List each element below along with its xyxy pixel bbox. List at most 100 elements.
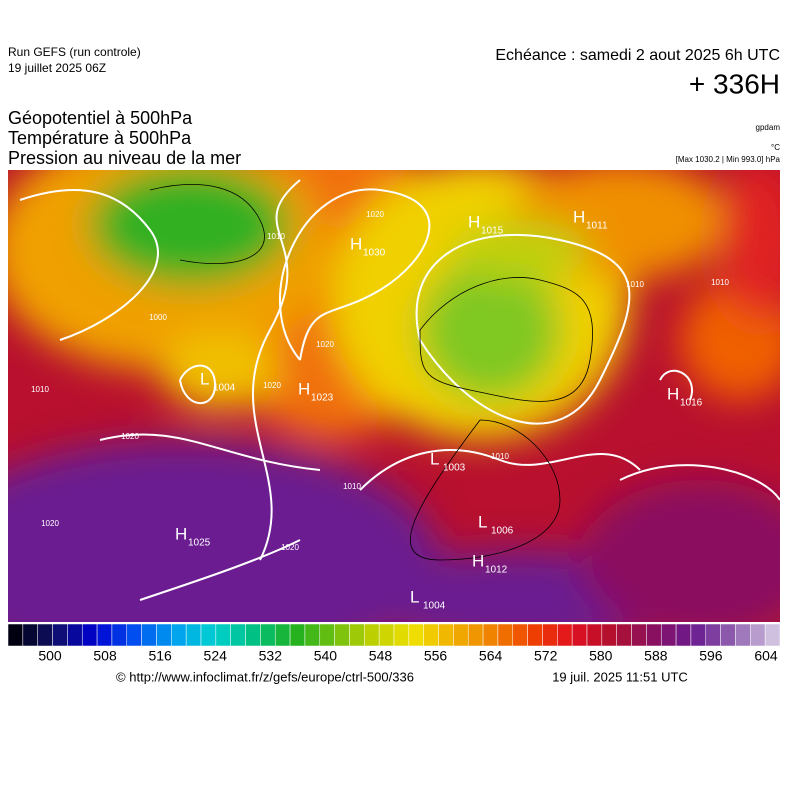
colorbar-swatch (764, 623, 781, 647)
unit: °C (771, 143, 780, 152)
colorbar-tick-label: 580 (589, 648, 613, 664)
colorbar-swatch (571, 623, 588, 647)
colorbar-swatch (423, 623, 439, 647)
isobar-label: 1010 (267, 232, 285, 241)
center-pressure: 1023 (311, 393, 334, 404)
isobar-label: 1010 (343, 482, 361, 491)
colorbar-tick-label: 604 (754, 648, 778, 664)
colorbar-tick-label: 540 (314, 648, 338, 664)
colorbar-swatch (141, 623, 157, 647)
lead-time: + 336H (689, 68, 780, 99)
colorbar-tick-label: 564 (479, 648, 503, 664)
colorbar-tick-label: 532 (259, 648, 283, 664)
colorbar-tick-label: 516 (148, 648, 172, 664)
center-letter: H (468, 212, 480, 231)
isobar-label: 1000 (149, 313, 167, 322)
colorbar-swatch (111, 623, 128, 647)
isobar-label: 1020 (316, 340, 334, 349)
colorbar-swatch (660, 623, 677, 647)
colorbar-swatch (482, 623, 499, 647)
colorbar-swatch (512, 623, 528, 647)
colorbar-swatch (274, 623, 291, 647)
colorbar-swatch (675, 623, 692, 647)
run-date: 19 juillet 2025 06Z (8, 61, 106, 75)
colorbar-tick-label: 588 (644, 648, 668, 664)
center-pressure: 1004 (213, 383, 236, 394)
isobar-label: 1020 (41, 519, 59, 528)
colorbar-swatch (245, 623, 261, 647)
colorbar-swatch (81, 623, 98, 647)
center-letter: H (472, 551, 484, 570)
colorbar-tick-label: 556 (424, 648, 448, 664)
colorbar-swatch (453, 623, 469, 647)
colorbar-swatch (364, 623, 380, 647)
colorbar-swatch (289, 623, 306, 647)
colorbar-swatch (52, 623, 68, 647)
colorbar-swatch (750, 623, 766, 647)
center-letter: H (350, 234, 362, 253)
center-letter: H (573, 207, 585, 226)
isobar-label: 1020 (366, 210, 384, 219)
title: Pression au niveau de la mer (8, 148, 241, 168)
colorbar-swatch (557, 623, 573, 647)
colorbar-tick-label: 572 (534, 648, 558, 664)
colorbar-swatch (690, 623, 707, 647)
center-pressure: 1025 (188, 538, 211, 549)
center-letter: L (200, 369, 209, 388)
map (8, 170, 780, 622)
colorbar-tick-label: 596 (699, 648, 723, 664)
colorbar-swatch (349, 623, 365, 647)
unit: gpdam (756, 123, 781, 132)
colorbar-swatch (705, 623, 721, 647)
colorbar-swatch (542, 623, 558, 647)
title: Température à 500hPa (8, 128, 192, 148)
center-pressure: 1003 (443, 463, 466, 474)
colorbar-swatch (200, 623, 217, 647)
center-letter: L (410, 587, 419, 606)
isobar-label: 1020 (281, 543, 299, 552)
colorbar-swatch (735, 623, 751, 647)
isobar-label: 1010 (711, 278, 729, 287)
colorbar-swatch (96, 623, 113, 647)
colorbar-swatch (408, 623, 424, 647)
colorbar-swatch (601, 623, 617, 647)
colorbar-swatch (230, 623, 246, 647)
colorbar-swatch (720, 623, 736, 647)
center-pressure: 1011 (586, 221, 608, 232)
colorbar-swatch (126, 623, 142, 647)
colorbar-swatch (497, 623, 514, 647)
colorbar-swatch (438, 623, 454, 647)
colorbar-swatch (67, 623, 83, 647)
isobar-label: 1010 (31, 385, 49, 394)
colorbar-swatch (319, 623, 335, 647)
source-url: © http://www.infoclimat.fr/z/gefs/europe… (116, 669, 414, 684)
center-pressure: 1030 (363, 248, 386, 259)
colorbar-swatch (631, 623, 647, 647)
colorbar-tick-label: 500 (38, 648, 62, 664)
run: Run GEFS (run controle) (8, 45, 141, 59)
colorbar-swatch (467, 623, 484, 647)
colorbar-swatch (334, 623, 350, 647)
colorbar-tick-label: 548 (369, 648, 393, 664)
valid-time: Echéance : samedi 2 aout 2025 6h UTC (495, 47, 780, 64)
colorbar-swatch (37, 623, 53, 647)
isobar-label: 1020 (121, 432, 139, 441)
center-letter: H (298, 379, 310, 398)
unit: [Max 1030.2 | Min 993.0] hPa (676, 155, 781, 164)
colorbar-swatch (171, 623, 187, 647)
center-letter: H (175, 524, 187, 543)
colorbar-swatch (304, 623, 321, 647)
colorbar-swatch (586, 623, 603, 647)
center-letter: L (478, 512, 487, 531)
isobar-label: 1010 (491, 452, 509, 461)
colorbar-swatch (7, 623, 24, 647)
center-pressure: 1016 (680, 398, 703, 409)
colorbar-swatch (378, 623, 395, 647)
center-pressure: 1012 (485, 565, 508, 576)
title: Géopotentiel à 500hPa (8, 108, 193, 128)
center-letter: L (430, 449, 439, 468)
colorbar-swatch (616, 623, 632, 647)
colorbar-swatch (215, 623, 231, 647)
colorbar: 500 508 516 524 532 540 548 556 564 572 580 588 596 6… (7, 623, 781, 664)
